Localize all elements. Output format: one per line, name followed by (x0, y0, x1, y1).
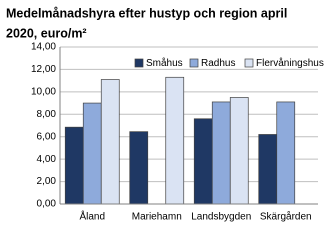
legend-swatch (189, 58, 199, 68)
x-tick-label: Åland (79, 210, 105, 223)
legend-swatch (244, 58, 254, 68)
bar (129, 131, 149, 205)
bar (258, 134, 278, 205)
chart-title: 2020, euro/m² (6, 26, 87, 40)
legend-swatch (134, 58, 144, 68)
x-tick-label: Skärgården (260, 211, 312, 223)
bar (276, 101, 296, 205)
y-tick-label: 4,00 (37, 154, 57, 165)
bar (229, 97, 249, 205)
bar (211, 101, 231, 205)
x-tick-label: Mariehamn (132, 212, 182, 223)
y-tick-label: 2,00 (37, 176, 57, 187)
bar (100, 79, 120, 205)
bar (82, 102, 102, 205)
y-tick-label: 12,00 (31, 64, 56, 75)
legend-label: Småhus (146, 57, 183, 69)
legend-label: Flervåningshus (256, 57, 324, 69)
chart-title: Medelmånadshyra efter hustyp och region … (6, 6, 287, 20)
bar (193, 118, 213, 205)
y-tick-label: 10,00 (31, 86, 56, 97)
bar (64, 126, 84, 205)
legend-label: Radhus (201, 58, 235, 69)
y-tick-label: 14,00 (31, 42, 56, 53)
y-tick-label: 0,00 (37, 199, 57, 210)
y-tick-label: 6,00 (37, 131, 57, 142)
y-tick-label: 8,00 (37, 109, 57, 120)
bar (165, 76, 185, 205)
x-tick-label: Landsbygden (191, 212, 251, 223)
